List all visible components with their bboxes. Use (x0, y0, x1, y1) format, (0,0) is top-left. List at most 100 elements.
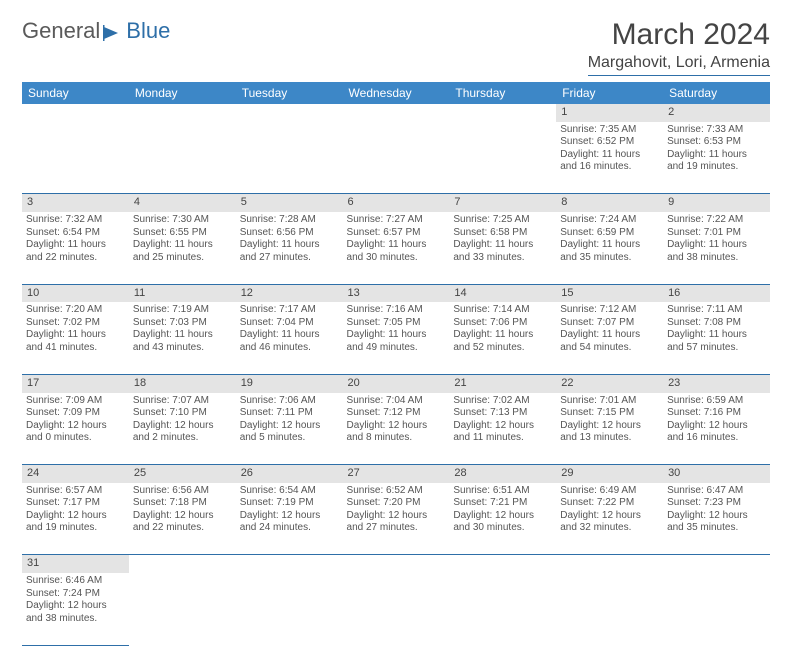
day-detail-cell: Sunrise: 7:35 AMSunset: 6:52 PMDaylight:… (556, 122, 663, 194)
sunrise-text: Sunrise: 7:25 AM (453, 214, 552, 227)
col-monday: Monday (129, 82, 236, 104)
day-detail-cell: Sunrise: 7:20 AMSunset: 7:02 PMDaylight:… (22, 302, 129, 374)
day-detail-cell: Sunrise: 6:51 AMSunset: 7:21 PMDaylight:… (449, 483, 556, 555)
sunrise-text: Sunrise: 7:30 AM (133, 214, 232, 227)
day-detail-cell (22, 122, 129, 194)
day-number-cell: 26 (236, 465, 343, 483)
day-detail: Sunrise: 7:02 AMSunset: 7:13 PMDaylight:… (453, 395, 552, 445)
day-number-cell: 13 (343, 284, 450, 302)
day-detail-cell: Sunrise: 6:47 AMSunset: 7:23 PMDaylight:… (663, 483, 770, 555)
day-detail: Sunrise: 6:51 AMSunset: 7:21 PMDaylight:… (453, 485, 552, 535)
daylight-text: Daylight: 12 hours and 13 minutes. (560, 420, 659, 445)
day-number-cell: 29 (556, 465, 663, 483)
day-number-cell: 14 (449, 284, 556, 302)
day-detail: Sunrise: 7:12 AMSunset: 7:07 PMDaylight:… (560, 304, 659, 354)
sunrise-text: Sunrise: 7:33 AM (667, 124, 766, 137)
daylight-text: Daylight: 11 hours and 49 minutes. (347, 329, 446, 354)
day-number-cell: 15 (556, 284, 663, 302)
day-detail: Sunrise: 7:20 AMSunset: 7:02 PMDaylight:… (26, 304, 125, 354)
day-detail-cell: Sunrise: 7:16 AMSunset: 7:05 PMDaylight:… (343, 302, 450, 374)
day-detail: Sunrise: 7:24 AMSunset: 6:59 PMDaylight:… (560, 214, 659, 264)
day-detail-cell: Sunrise: 7:22 AMSunset: 7:01 PMDaylight:… (663, 212, 770, 284)
day-number-cell (22, 104, 129, 122)
day-number-cell: 30 (663, 465, 770, 483)
daylight-text: Daylight: 12 hours and 8 minutes. (347, 420, 446, 445)
day-number-cell: 9 (663, 194, 770, 212)
day-detail-cell (449, 122, 556, 194)
day-number-cell: 3 (22, 194, 129, 212)
daylight-text: Daylight: 12 hours and 2 minutes. (133, 420, 232, 445)
day-number-cell: 24 (22, 465, 129, 483)
day-detail-cell (236, 122, 343, 194)
day-number-cell: 10 (22, 284, 129, 302)
day-number-cell (129, 104, 236, 122)
sunrise-text: Sunrise: 6:57 AM (26, 485, 125, 498)
daylight-text: Daylight: 12 hours and 38 minutes. (26, 600, 125, 625)
sunset-text: Sunset: 7:20 PM (347, 497, 446, 510)
sunrise-text: Sunrise: 7:19 AM (133, 304, 232, 317)
day-detail: Sunrise: 6:59 AMSunset: 7:16 PMDaylight:… (667, 395, 766, 445)
day-detail-cell (343, 573, 450, 645)
sunrise-text: Sunrise: 7:12 AM (560, 304, 659, 317)
sunrise-text: Sunrise: 7:06 AM (240, 395, 339, 408)
sunset-text: Sunset: 7:13 PM (453, 407, 552, 420)
day-number-cell (343, 555, 450, 573)
day-detail-cell: Sunrise: 7:09 AMSunset: 7:09 PMDaylight:… (22, 393, 129, 465)
day-detail-cell: Sunrise: 7:24 AMSunset: 6:59 PMDaylight:… (556, 212, 663, 284)
sunrise-text: Sunrise: 7:09 AM (26, 395, 125, 408)
day-detail-cell: Sunrise: 6:56 AMSunset: 7:18 PMDaylight:… (129, 483, 236, 555)
sunrise-text: Sunrise: 7:14 AM (453, 304, 552, 317)
sunrise-text: Sunrise: 7:28 AM (240, 214, 339, 227)
day-detail-cell (236, 573, 343, 645)
day-detail: Sunrise: 7:32 AMSunset: 6:54 PMDaylight:… (26, 214, 125, 264)
daylight-text: Daylight: 11 hours and 35 minutes. (560, 239, 659, 264)
day-detail-cell: Sunrise: 7:01 AMSunset: 7:15 PMDaylight:… (556, 393, 663, 465)
sunset-text: Sunset: 7:05 PM (347, 317, 446, 330)
sunrise-text: Sunrise: 7:17 AM (240, 304, 339, 317)
day-detail-cell: Sunrise: 6:54 AMSunset: 7:19 PMDaylight:… (236, 483, 343, 555)
logo-text-2: Blue (126, 18, 170, 44)
sunset-text: Sunset: 6:52 PM (560, 136, 659, 149)
daylight-text: Daylight: 11 hours and 33 minutes. (453, 239, 552, 264)
sunrise-text: Sunrise: 7:32 AM (26, 214, 125, 227)
day-detail: Sunrise: 7:07 AMSunset: 7:10 PMDaylight:… (133, 395, 232, 445)
day-detail-cell: Sunrise: 7:19 AMSunset: 7:03 PMDaylight:… (129, 302, 236, 374)
day-detail: Sunrise: 7:35 AMSunset: 6:52 PMDaylight:… (560, 124, 659, 174)
day-detail: Sunrise: 7:09 AMSunset: 7:09 PMDaylight:… (26, 395, 125, 445)
day-detail-cell: Sunrise: 6:49 AMSunset: 7:22 PMDaylight:… (556, 483, 663, 555)
col-thursday: Thursday (449, 82, 556, 104)
daylight-text: Daylight: 11 hours and 43 minutes. (133, 329, 232, 354)
day-detail-cell (129, 122, 236, 194)
daynum-row: 31 (22, 555, 770, 573)
day-number-cell: 12 (236, 284, 343, 302)
daylight-text: Daylight: 11 hours and 41 minutes. (26, 329, 125, 354)
day-header-row: Sunday Monday Tuesday Wednesday Thursday… (22, 82, 770, 104)
daylight-text: Daylight: 11 hours and 57 minutes. (667, 329, 766, 354)
day-number-cell: 5 (236, 194, 343, 212)
day-detail-cell: Sunrise: 7:04 AMSunset: 7:12 PMDaylight:… (343, 393, 450, 465)
day-number-cell (556, 555, 663, 573)
daynum-row: 10111213141516 (22, 284, 770, 302)
day-number-cell: 25 (129, 465, 236, 483)
daylight-text: Daylight: 11 hours and 38 minutes. (667, 239, 766, 264)
logo-flag-icon (103, 25, 123, 41)
sunrise-text: Sunrise: 6:47 AM (667, 485, 766, 498)
day-detail-cell: Sunrise: 7:11 AMSunset: 7:08 PMDaylight:… (663, 302, 770, 374)
sunset-text: Sunset: 7:06 PM (453, 317, 552, 330)
day-number-cell: 23 (663, 374, 770, 392)
sunrise-text: Sunrise: 6:49 AM (560, 485, 659, 498)
daylight-text: Daylight: 11 hours and 25 minutes. (133, 239, 232, 264)
day-detail-cell: Sunrise: 7:28 AMSunset: 6:56 PMDaylight:… (236, 212, 343, 284)
day-number-cell: 20 (343, 374, 450, 392)
daylight-text: Daylight: 12 hours and 5 minutes. (240, 420, 339, 445)
daynum-row: 17181920212223 (22, 374, 770, 392)
day-detail-cell (556, 573, 663, 645)
day-number-cell: 7 (449, 194, 556, 212)
daylight-text: Daylight: 11 hours and 54 minutes. (560, 329, 659, 354)
calendar-table: Sunday Monday Tuesday Wednesday Thursday… (22, 82, 770, 646)
day-number-cell: 4 (129, 194, 236, 212)
detail-row: Sunrise: 7:35 AMSunset: 6:52 PMDaylight:… (22, 122, 770, 194)
sunrise-text: Sunrise: 7:16 AM (347, 304, 446, 317)
day-number-cell: 8 (556, 194, 663, 212)
day-detail: Sunrise: 7:30 AMSunset: 6:55 PMDaylight:… (133, 214, 232, 264)
